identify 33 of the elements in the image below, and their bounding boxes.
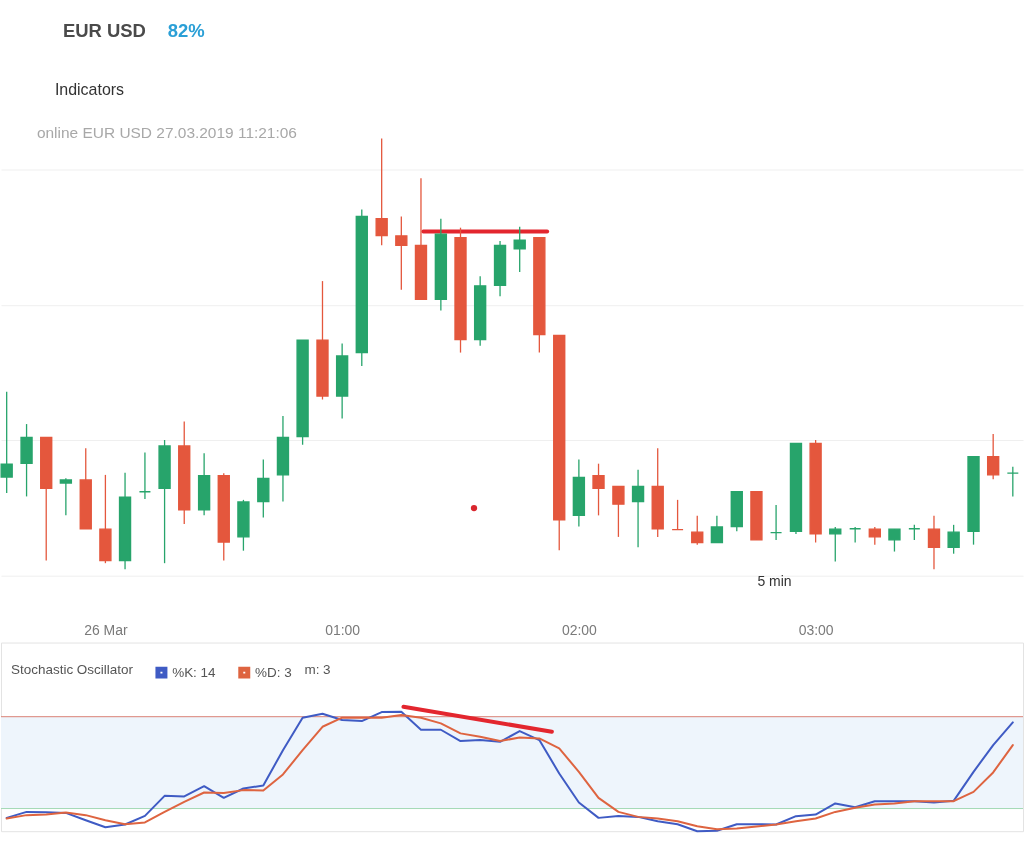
candlestick <box>671 499 684 531</box>
candlestick <box>59 477 73 517</box>
candlestick <box>1006 466 1020 498</box>
chart-subtitle: online EUR USD 27.03.2019 11:21:06 <box>36 123 297 141</box>
candlestick <box>612 485 625 538</box>
candlestick <box>986 433 1000 480</box>
text: Indicators <box>54 80 125 98</box>
candlestick <box>769 504 783 541</box>
text: 5 min <box>757 572 792 589</box>
candlestick <box>927 515 941 570</box>
candlestick <box>829 526 842 563</box>
x-tick-label: 26 Mar <box>84 622 128 639</box>
x-tick-label: 01:00 <box>325 622 361 639</box>
legend-label: %D: 3 <box>255 664 292 680</box>
chart-title: EUR USD <box>62 19 146 41</box>
candlestick <box>0 391 13 494</box>
candlestick <box>592 463 605 517</box>
x-tick-label: 03:00 <box>798 622 834 639</box>
candlestick <box>395 215 408 291</box>
candlestick <box>257 458 270 519</box>
text: 82% <box>167 19 205 41</box>
candlestick <box>513 226 526 273</box>
candlestick <box>710 515 724 544</box>
candlestick <box>947 524 960 555</box>
candlestick <box>888 528 901 553</box>
candlestick <box>691 515 704 546</box>
x-tick-label: 02:00 <box>561 622 598 639</box>
text: m: 3 <box>304 662 331 678</box>
candlestick <box>375 137 388 246</box>
candlestick <box>138 451 152 500</box>
chart-title: Stochastic Oscillator <box>10 662 134 678</box>
candlestick <box>631 469 645 548</box>
legend-label: %K: 14 <box>172 664 217 680</box>
